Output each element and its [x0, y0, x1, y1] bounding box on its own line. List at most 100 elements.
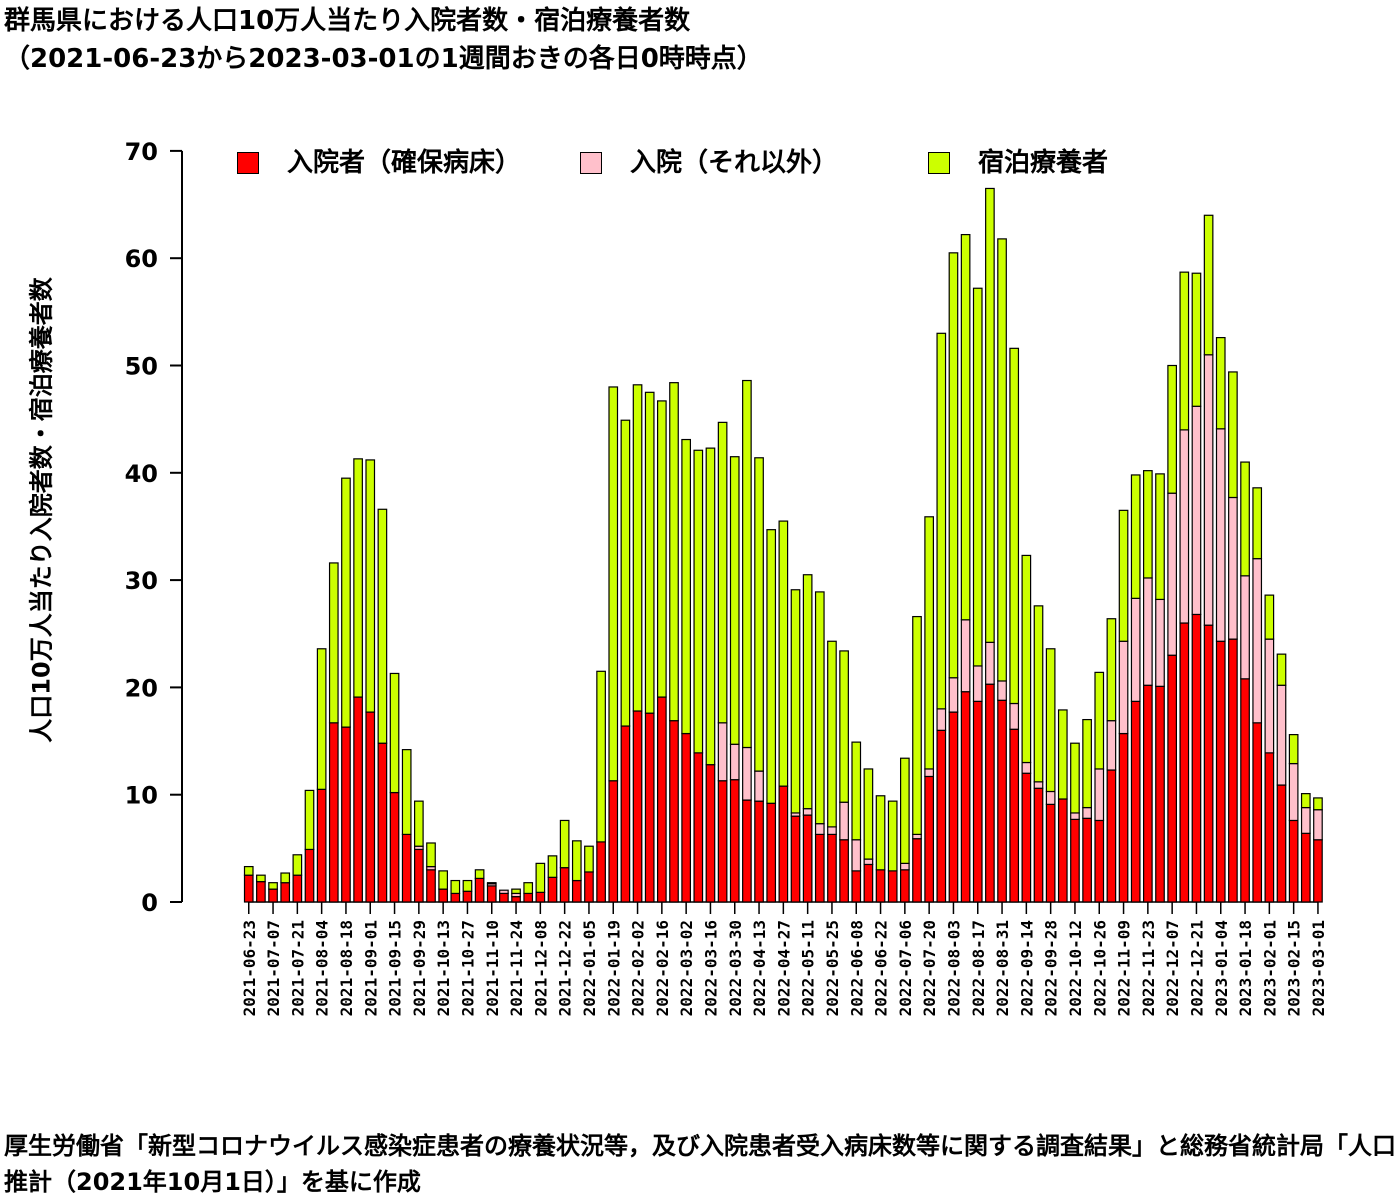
bar-segment-secured-beds: [1057, 798, 1068, 903]
bar-segment-secured-beds: [924, 775, 935, 903]
bar-segment-other-hospital: [814, 823, 825, 836]
bar-segment-secured-beds: [1288, 819, 1299, 903]
bar-segment-other-hospital: [936, 708, 947, 731]
bar-segment-secured-beds: [316, 788, 327, 903]
bar-segment-hotel: [802, 574, 813, 810]
bar-segment-hotel: [1240, 461, 1250, 577]
bar-segment-secured-beds: [839, 839, 849, 903]
x-tick-label: 2023-02-01: [1260, 920, 1279, 1016]
bar-segment-secured-beds: [1252, 722, 1263, 903]
bar-segment-other-hospital: [827, 826, 837, 836]
bar-segment-other-hospital: [754, 770, 764, 802]
bar-segment-other-hospital: [1106, 720, 1117, 771]
x-tick-label: 2021-07-07: [264, 920, 283, 1016]
bar-segment-secured-beds: [328, 722, 339, 903]
bar-segment-other-hospital: [960, 619, 971, 693]
x-tick-label: 2022-04-27: [774, 920, 793, 1016]
bar-segment-other-hospital: [1215, 428, 1226, 642]
bar-segment-other-hospital: [729, 743, 740, 781]
y-tick-label: 10: [125, 782, 158, 810]
bar-segment-hotel: [280, 872, 291, 884]
bar-segment-secured-beds: [462, 890, 473, 903]
bar-segment-secured-beds: [1118, 732, 1129, 903]
bar-segment-other-hospital: [717, 722, 728, 782]
bar-segment-hotel: [292, 854, 303, 876]
bar-segment-secured-beds: [511, 896, 521, 903]
x-tick-label: 2022-03-02: [677, 920, 696, 1016]
bar-segment-secured-beds: [365, 711, 376, 903]
bar-segment-secured-beds: [814, 833, 825, 903]
bar-segment-secured-beds: [863, 863, 874, 903]
bar-segment-hotel: [644, 391, 655, 714]
bar-segment-secured-beds: [1228, 638, 1238, 903]
bar-segment-other-hospital: [1130, 597, 1141, 702]
bar-segment-secured-beds: [778, 785, 789, 903]
x-tick-label: 2022-08-17: [969, 920, 988, 1016]
bar-segment-hotel: [438, 870, 448, 890]
bar-segment-other-hospital: [851, 839, 862, 872]
title-line: 群馬県における人口10万人当たり入院者数・宿泊療養者数: [4, 6, 691, 36]
bar-segment-hotel: [681, 438, 692, 735]
x-tick-label: 2022-10-26: [1090, 920, 1109, 1016]
bar-segment-secured-beds: [827, 833, 837, 903]
bar-segment-hotel: [875, 795, 886, 871]
bar-segment-secured-beds: [1033, 787, 1044, 903]
y-tick-label: 0: [141, 889, 158, 917]
bar-segment-hotel: [268, 882, 278, 890]
x-tick-label: 2022-06-08: [847, 920, 866, 1016]
bar-segment-other-hospital: [972, 665, 983, 702]
bar-segment-hotel: [814, 591, 825, 825]
legend-swatch-secured-beds: [237, 152, 259, 174]
bar-segment-other-hospital: [1167, 492, 1178, 656]
x-tick-label: 2021-11-10: [483, 920, 502, 1016]
bar-segment-secured-beds: [389, 791, 400, 903]
bar-segment-secured-beds: [268, 888, 278, 903]
x-tick-label: 2021-11-24: [507, 920, 526, 1016]
bar-segment-secured-beds: [948, 711, 959, 903]
x-tick-label: 2021-10-13: [434, 920, 453, 1016]
bar-segment-other-hospital: [1070, 812, 1080, 820]
bar-segment-secured-beds: [584, 871, 594, 903]
bar-segment-secured-beds: [1240, 678, 1250, 903]
bar-segment-secured-beds: [450, 892, 461, 903]
bar-segment-hotel: [972, 287, 983, 667]
bar-segment-hotel: [1142, 470, 1153, 579]
y-tick-label: 70: [125, 138, 158, 166]
bar-segment-hotel: [256, 874, 266, 883]
bar-segment-other-hospital: [1300, 806, 1311, 834]
subtitle-line: （2021-06-23から2023-03-01の1週間おきの各日0時時点）: [4, 44, 763, 74]
bar-segment-secured-beds: [596, 841, 606, 903]
bar-segment-other-hospital: [1142, 577, 1153, 686]
bar-segment-other-hospital: [1191, 405, 1202, 616]
bar-segment-other-hospital: [1118, 640, 1129, 735]
bar-segment-secured-beds: [742, 799, 752, 903]
source-note: 厚生労働省「新型コロナウイルス感染症患者の療養状況等，及び入院患者受入病床数等に…: [4, 1132, 1396, 1196]
bar-segment-hotel: [1276, 653, 1287, 686]
legend-swatch-other-hospital: [580, 152, 602, 174]
bar-segment-hotel: [596, 670, 606, 843]
bar-segment-secured-beds: [936, 729, 947, 903]
bar-segment-hotel: [1252, 487, 1263, 560]
bar-segment-secured-beds: [887, 870, 898, 903]
x-tick-label: 2022-10-12: [1066, 920, 1085, 1016]
x-tick-label: 2022-11-23: [1139, 920, 1158, 1016]
bar-segment-secured-beds: [1130, 700, 1141, 903]
bar-segment-secured-beds: [705, 764, 716, 903]
x-tick-label: 2021-08-04: [313, 920, 332, 1016]
bar-segment-secured-beds: [1155, 685, 1165, 903]
bar-segment-hotel: [729, 456, 740, 745]
bar-segment-hotel: [960, 233, 971, 621]
bar-segment-other-hospital: [1155, 598, 1165, 687]
x-tick-label: 2022-05-11: [799, 920, 818, 1016]
bar-segment-secured-beds: [280, 882, 291, 903]
bar-segment-secured-beds: [1313, 839, 1323, 903]
bar-segment-other-hospital: [802, 808, 813, 816]
bar-segment-hotel: [377, 508, 388, 744]
bar-segment-hotel: [632, 384, 643, 712]
bar-segment-other-hospital: [839, 801, 849, 841]
bar-segment-other-hospital: [912, 833, 922, 840]
bar-segment-hotel: [985, 187, 995, 643]
x-tick-label: 2022-09-14: [1017, 920, 1036, 1016]
bar-segment-secured-beds: [608, 780, 619, 903]
bar-segment-hotel: [389, 672, 400, 794]
